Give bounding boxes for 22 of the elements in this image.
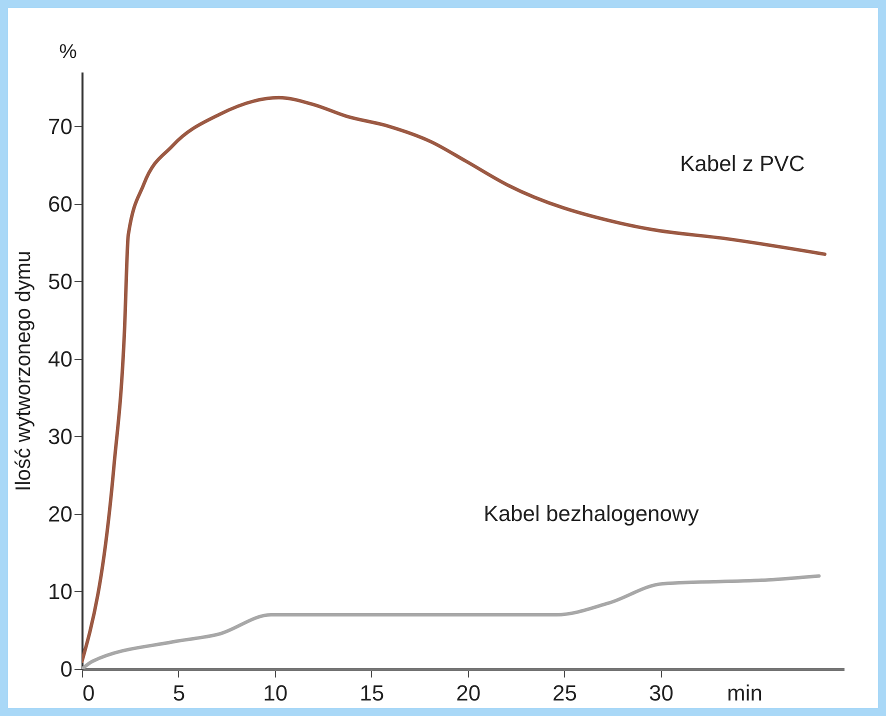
text: % (59, 41, 78, 63)
text: Kabel bezhalogenowy (484, 500, 699, 526)
x-axis-title: min (727, 680, 762, 706)
y-tick-label: 50 (48, 268, 72, 294)
y-tick-label: 40 (48, 346, 72, 372)
y-tick-label: 10 (48, 578, 72, 604)
x-tick-label: 10 (263, 680, 288, 706)
y-tick-label: 0 (60, 656, 72, 682)
line-series (82, 574, 821, 669)
y-tick-label: 20 (48, 501, 72, 526)
x-tick-label: 25 (552, 680, 578, 706)
x-tick-label: 30 (648, 680, 674, 706)
y-tick-label: 60 (48, 191, 72, 216)
y-tick-label: 30 (48, 424, 72, 449)
y-axis-title: Ilość wytworzonego dymu (12, 250, 36, 492)
x-tick-label: 15 (360, 680, 384, 706)
y-tick-label: 70 (48, 114, 72, 139)
line-series (82, 96, 826, 663)
x-tick-label: 5 (172, 680, 186, 706)
x-tick-label: 0 (82, 680, 95, 706)
text: Kabel z PVC (680, 151, 805, 176)
x-tick-label: 20 (456, 680, 481, 706)
